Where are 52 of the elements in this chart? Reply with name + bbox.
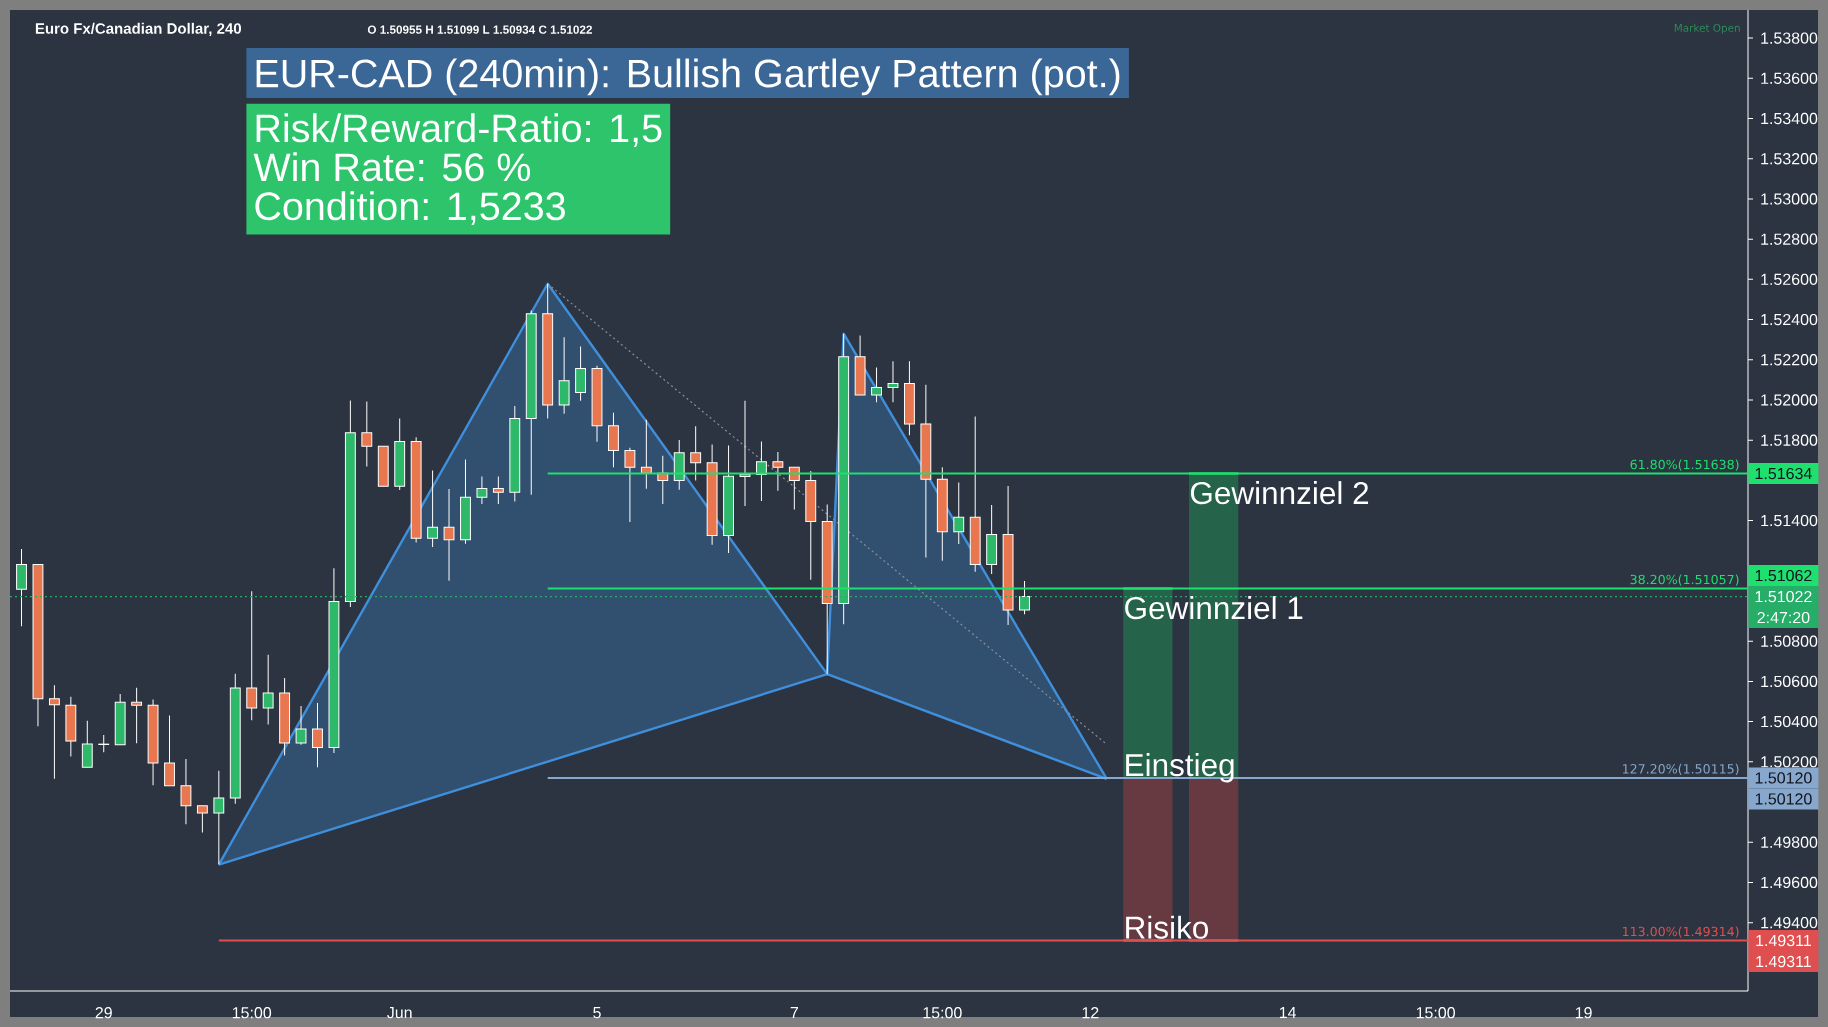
y-tick-label: 1.49400 (1761, 916, 1818, 929)
series-label: 38.20%(1.51057) (1630, 574, 1739, 586)
annotation: Risiko (1126, 915, 1208, 939)
x-tick-label: 12 (1082, 1007, 1099, 1019)
x-tick-label: 15:00 (1416, 1007, 1455, 1019)
annotation: Win Rate: 56 % (253, 152, 531, 182)
annotation: Risk/Reward-Ratio: 1,5 (256, 113, 662, 147)
x-tick-label: 7 (790, 1007, 798, 1019)
ref-line-label: 1.51022 (1755, 590, 1812, 603)
y-tick-label: 1.53200 (1761, 153, 1818, 165)
x-tick-label: Jun (387, 1007, 412, 1019)
y-tick-label: 1.52800 (1761, 233, 1818, 245)
y-tick-label: 1.53400 (1761, 112, 1818, 125)
text: 2:47:20 (1757, 611, 1810, 624)
y-tick-label: 1.52600 (1761, 273, 1818, 286)
annotation: O 1.50955 H 1.51099 L 1.50934 C 1.51022 (367, 25, 592, 34)
x-tick-label: 5 (593, 1007, 601, 1019)
annotation: Gewinnziel 2 (1190, 481, 1369, 505)
series-label: 127.20%(1.50115) (1622, 763, 1739, 776)
y-tick-label: 1.51400 (1761, 514, 1818, 527)
y-tick-label: 1.52400 (1761, 313, 1818, 326)
x-tick-label: 29 (95, 1007, 112, 1019)
y-tick-label: 1.53600 (1761, 72, 1818, 84)
y-tick-label: 1.50400 (1761, 715, 1818, 728)
series-label: 61.80%(1.51638) (1630, 459, 1739, 471)
data-label: 1.49311 (1756, 955, 1811, 968)
y-tick-label: 1.53000 (1761, 193, 1818, 205)
x-tick-label: 15:00 (232, 1007, 272, 1019)
data-label: 1.51634 (1755, 467, 1812, 480)
annotation: Condition: 1,5233 (255, 191, 565, 225)
annotation: Einstieg (1126, 753, 1234, 783)
y-tick-label: 1.53800 (1761, 32, 1818, 44)
data-label: 1.50120 (1755, 772, 1812, 784)
data-label: 1.49311 (1756, 934, 1811, 947)
data-label: 1.50120 (1755, 793, 1812, 805)
annotation: Market Open (1674, 23, 1740, 34)
data-label: 1.51062 (1755, 569, 1812, 582)
x-tick-label: 15:00 (923, 1007, 962, 1019)
text: Euro Fx/Canadian Dollar, 240 (35, 22, 242, 36)
y-tick-label: 1.50200 (1761, 756, 1818, 768)
y-tick-label: 1.50600 (1761, 675, 1818, 688)
x-tick-label: 14 (1279, 1007, 1297, 1019)
x-tick-label: 19 (1575, 1007, 1592, 1019)
series-label: 113.00%(1.49314) (1622, 926, 1739, 938)
y-tick-label: 1.52200 (1761, 354, 1818, 366)
y-tick-label: 1.52000 (1761, 394, 1818, 406)
y-tick-label: 1.49600 (1761, 876, 1818, 889)
annotation: Gewinnziel 1 (1125, 596, 1303, 620)
y-tick-label: 1.51800 (1761, 434, 1818, 446)
y-tick-label: 1.49800 (1761, 836, 1818, 848)
text: EUR-CAD (240min): Bullish Gartley Pattern (pot.) (256, 58, 1120, 96)
y-tick-label: 1.50800 (1761, 635, 1818, 647)
